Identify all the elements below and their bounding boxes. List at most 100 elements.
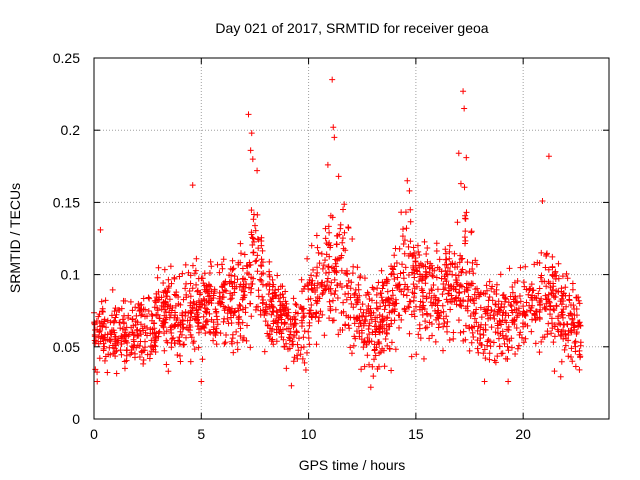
data-point: [301, 312, 308, 319]
data-point: [384, 314, 391, 321]
data-point: [517, 264, 524, 271]
data-point: [460, 328, 467, 335]
data-point: [572, 343, 579, 350]
data-point: [239, 306, 246, 313]
data-point: [171, 291, 178, 298]
data-point: [287, 328, 294, 335]
data-point: [522, 312, 529, 319]
data-point: [474, 285, 481, 292]
data-point: [557, 321, 564, 328]
data-point: [505, 347, 512, 354]
data-point: [427, 299, 434, 306]
data-point: [419, 293, 426, 300]
data-point: [469, 266, 476, 273]
data-point: [143, 313, 150, 320]
data-point: [381, 306, 388, 313]
data-point: [128, 349, 135, 356]
data-point: [416, 251, 423, 258]
data-point: [527, 307, 534, 314]
data-point: [285, 309, 292, 316]
data-point: [241, 251, 248, 258]
data-point: [455, 317, 462, 324]
data-point: [576, 347, 583, 354]
data-point: [563, 335, 570, 342]
data-point: [508, 344, 515, 351]
data-point: [428, 321, 435, 328]
data-point: [118, 333, 125, 340]
data-point: [483, 282, 490, 289]
data-point: [198, 297, 205, 304]
data-point: [313, 272, 320, 279]
data-point: [360, 309, 367, 316]
data-point: [514, 312, 521, 319]
data-point: [382, 335, 389, 342]
data-point: [342, 322, 349, 329]
data-point: [202, 305, 209, 312]
data-point: [422, 318, 429, 325]
data-point: [107, 330, 114, 337]
data-point: [504, 356, 511, 363]
data-point: [238, 250, 245, 257]
data-point: [552, 268, 559, 275]
data-point: [281, 321, 288, 328]
data-point: [133, 312, 140, 319]
data-point: [258, 256, 265, 263]
data-point: [410, 262, 417, 269]
data-point: [196, 291, 203, 298]
data-point: [485, 303, 492, 310]
y-tick-label: 0.15: [53, 194, 80, 210]
data-point: [335, 173, 342, 180]
data-point: [145, 294, 152, 301]
data-point: [416, 325, 423, 332]
data-point: [301, 328, 308, 335]
data-point: [326, 239, 333, 246]
data-point: [505, 299, 512, 306]
data-point: [422, 263, 429, 270]
data-point: [283, 365, 290, 372]
data-point: [453, 294, 460, 301]
data-point: [404, 177, 411, 184]
data-point: [186, 287, 193, 294]
data-point: [413, 351, 420, 358]
data-point: [130, 344, 137, 351]
data-point: [162, 319, 169, 326]
data-point: [347, 285, 354, 292]
data-point: [101, 316, 108, 323]
data-point: [313, 300, 320, 307]
data-point: [415, 248, 422, 255]
data-point: [138, 305, 145, 312]
data-point: [117, 319, 124, 326]
data-point: [247, 289, 254, 296]
data-point: [384, 342, 391, 349]
data-point: [558, 301, 565, 308]
data-point: [475, 349, 482, 356]
data-point: [565, 312, 572, 319]
data-point: [110, 342, 117, 349]
data-point: [235, 321, 242, 328]
data-point: [522, 335, 529, 342]
data-point: [458, 269, 465, 276]
data-point: [247, 261, 254, 268]
data-point: [520, 339, 527, 346]
data-point: [303, 349, 310, 356]
data-point: [557, 298, 564, 305]
data-point: [406, 298, 413, 305]
data-point: [374, 305, 381, 312]
data-point: [478, 341, 485, 348]
data-point: [262, 306, 269, 313]
data-point: [529, 302, 536, 309]
data-point: [486, 350, 493, 357]
data-point: [322, 286, 329, 293]
data-point: [396, 312, 403, 319]
data-point: [203, 284, 210, 291]
data-point: [434, 286, 441, 293]
data-point: [347, 344, 354, 351]
data-point: [282, 288, 289, 295]
data-point: [562, 284, 569, 291]
data-point: [314, 264, 321, 271]
data-point: [217, 298, 224, 305]
data-point: [142, 338, 148, 345]
data-point: [513, 306, 520, 313]
data-point: [460, 337, 467, 344]
